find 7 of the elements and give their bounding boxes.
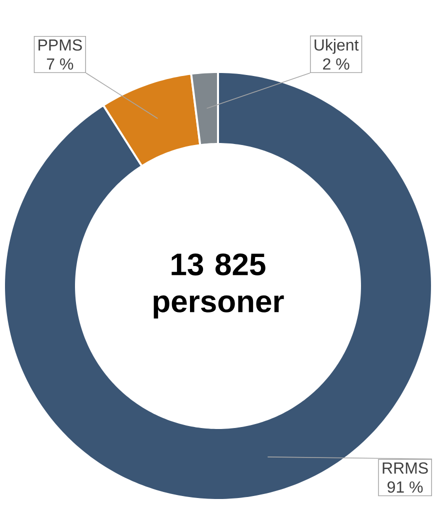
data-label: 2 % (323, 58, 350, 70)
text: 13 825 personer (154, 253, 284, 319)
slice-label: RRMS (382, 462, 428, 474)
slice-label: Ukjent (314, 38, 359, 54)
data-label: 7 % (46, 58, 74, 70)
slice-label: PPMS (38, 39, 82, 51)
data-label: 91 % (388, 481, 423, 493)
